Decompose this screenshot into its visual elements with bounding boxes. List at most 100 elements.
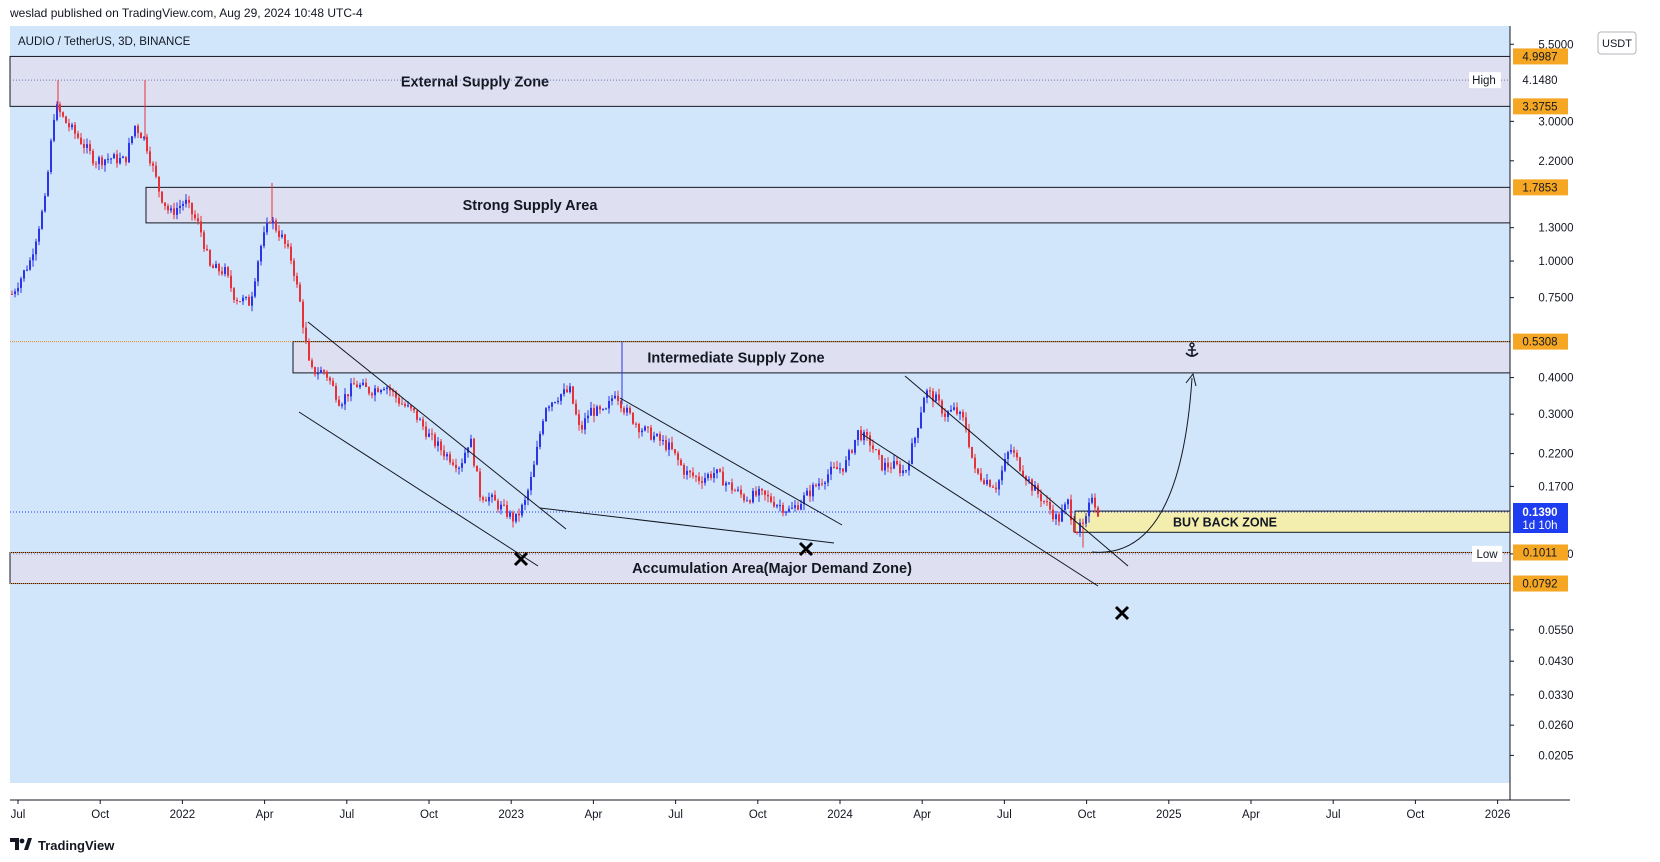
candle-body — [248, 296, 250, 306]
candle-body — [497, 500, 499, 510]
candle-body — [746, 500, 748, 502]
candle-body — [752, 490, 754, 503]
candle-body — [905, 470, 907, 472]
candle-body — [761, 488, 763, 491]
candle-body — [671, 442, 673, 450]
candle-body — [308, 341, 310, 361]
candle-body — [317, 373, 319, 375]
candle-body — [1001, 470, 1003, 481]
channel-line-2-lower — [539, 507, 835, 544]
supply-demand-zone[interactable] — [9, 55, 1511, 107]
candle-body — [230, 275, 232, 289]
price-tag-label: 1.7853 — [1522, 182, 1557, 194]
candle-body — [686, 470, 688, 475]
candle-body — [29, 260, 31, 270]
candle-body — [935, 394, 937, 402]
candle-body — [482, 497, 484, 500]
candle-body — [992, 486, 994, 488]
candle-body — [122, 156, 124, 159]
y-tick-label: 0.7500 — [1538, 293, 1573, 305]
candle-body — [212, 265, 214, 269]
plot-area[interactable] — [10, 26, 1510, 783]
candle-body — [554, 402, 556, 404]
x-tick-label: 2022 — [170, 809, 196, 821]
candle-body — [893, 461, 895, 469]
footer[interactable]: TradingView — [10, 837, 114, 853]
candle-body — [503, 504, 505, 506]
candle-body — [431, 433, 433, 435]
candle-body — [998, 480, 1000, 490]
candle-body — [623, 408, 625, 413]
candle-body — [185, 199, 187, 204]
candle-body — [1040, 493, 1042, 501]
candle-body — [755, 490, 757, 496]
candle-body — [95, 163, 97, 165]
candle-body — [68, 123, 70, 128]
candle-body — [386, 387, 388, 390]
price-axis[interactable] — [1510, 26, 1570, 783]
candle-body — [740, 489, 742, 495]
supply-demand-zone[interactable] — [292, 341, 1511, 374]
candle-body — [401, 403, 403, 405]
candle-body — [242, 297, 244, 302]
candle-body — [524, 499, 526, 505]
last-price-value: 0.1390 — [1522, 507, 1557, 519]
supply-demand-zone[interactable] — [145, 186, 1511, 224]
candle-body — [167, 205, 169, 211]
candle-body — [35, 241, 37, 255]
last-price-tag — [1513, 502, 1568, 533]
x-tick-label: 2024 — [827, 809, 853, 821]
candle-body — [176, 207, 178, 215]
zone-label: External Supply Zone — [401, 74, 549, 90]
candle-body — [200, 221, 202, 233]
candle-body — [662, 440, 664, 442]
candle-body — [473, 438, 475, 466]
candle-body — [383, 389, 385, 391]
candle-body — [737, 489, 739, 491]
x-tick-label: Jul — [668, 809, 683, 821]
candle-body — [446, 454, 448, 457]
supply-demand-zone[interactable] — [1074, 510, 1511, 533]
cross-mark-icon — [798, 541, 814, 557]
x-tick-label: Apr — [1242, 809, 1260, 821]
candle-body — [74, 124, 76, 134]
supply-demand-zone[interactable] — [9, 551, 1511, 585]
candle-body — [26, 269, 28, 271]
candle-body — [1067, 499, 1069, 505]
low-marker-label: Low — [1476, 549, 1498, 561]
candle-body — [56, 104, 58, 120]
candle-body — [587, 415, 589, 419]
candle-body — [326, 371, 328, 378]
candle-body — [863, 432, 865, 441]
candle-body — [143, 136, 145, 139]
candle-body — [785, 511, 787, 513]
candle-body — [374, 388, 376, 396]
candle-body — [614, 395, 616, 399]
candle-body — [734, 490, 736, 492]
candle-body — [1052, 509, 1054, 520]
candle-body — [572, 386, 574, 404]
candle-body — [128, 143, 130, 163]
candle-body — [872, 445, 874, 450]
candle-body — [116, 154, 118, 164]
candle-body — [1061, 510, 1063, 522]
candle-body — [791, 507, 793, 509]
candle-body — [932, 391, 934, 402]
candle-body — [152, 163, 154, 166]
candle-body — [548, 406, 550, 409]
candle-body — [1094, 497, 1096, 508]
time-axis[interactable] — [10, 800, 1510, 828]
candle-body — [263, 232, 265, 246]
currency-button[interactable] — [1597, 31, 1637, 55]
price-tag — [1513, 48, 1568, 65]
candle-body — [311, 360, 313, 368]
candle-body — [608, 401, 610, 409]
candle-body — [1088, 502, 1090, 517]
candle-body — [113, 154, 115, 159]
candle-body — [299, 284, 301, 302]
candle-body — [323, 370, 325, 372]
y-tick-label: 0.4000 — [1538, 373, 1573, 385]
candle-body — [743, 494, 745, 501]
candle-body — [677, 453, 679, 461]
